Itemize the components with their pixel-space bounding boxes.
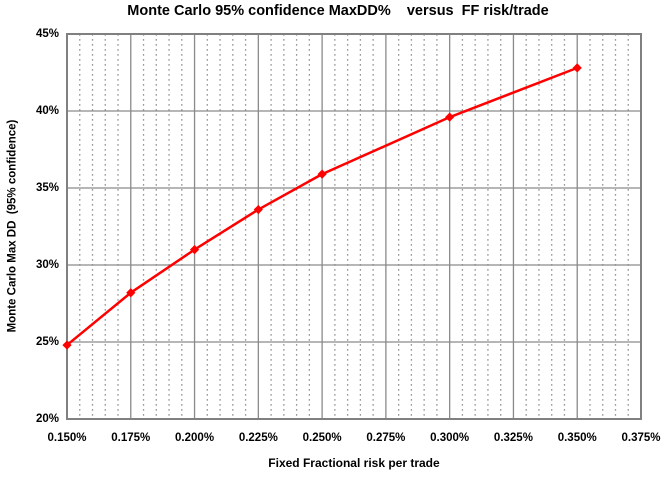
y-tick-label: 45% [35,28,59,40]
y-tick-label: 25% [35,336,59,348]
x-tick-label: 0.225% [238,432,278,444]
x-axis-title: Fixed Fractional risk per trade [268,456,440,470]
x-tick-label: 0.300% [430,432,470,444]
data-point-marker [62,340,72,350]
x-tick-label: 0.375% [621,432,661,444]
y-tick-label: 40% [35,105,59,117]
x-tick-label: 0.275% [366,432,406,444]
data-point-marker [445,112,455,122]
y-tick-label: 35% [35,182,59,194]
x-tick-label: 0.350% [557,432,597,444]
x-tick-label: 0.200% [175,432,215,444]
x-tick-label: 0.250% [302,432,342,444]
x-tick-label: 0.175% [111,432,151,444]
x-tick-label: 0.150% [47,432,87,444]
data-point-marker [317,169,327,179]
y-tick-label: 20% [35,413,59,425]
chart-title: Monte Carlo 95% confidence MaxDD% versus… [127,3,549,19]
y-tick-label: 30% [35,259,59,271]
data-point-marker [126,288,136,298]
x-tick-label: 0.325% [493,432,533,444]
data-point-marker [572,63,582,73]
data-point-marker [189,245,200,255]
data-point-marker [253,204,263,215]
plot-border [66,33,642,420]
